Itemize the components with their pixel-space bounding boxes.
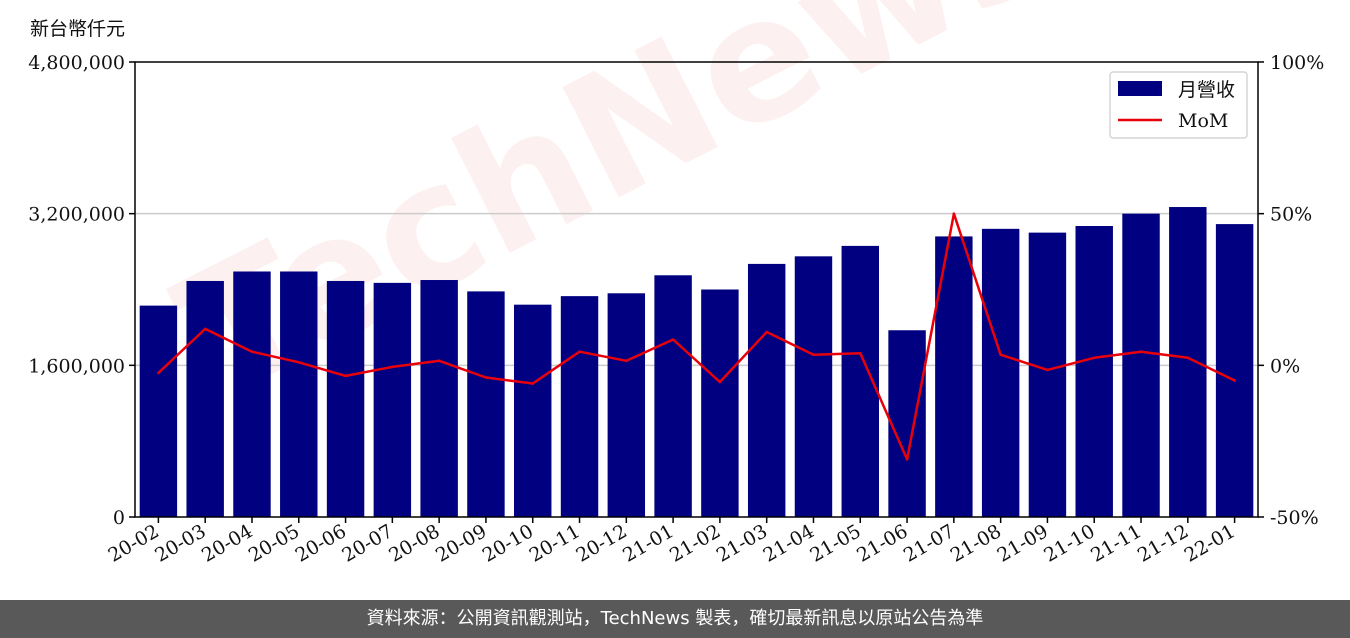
mom-point bbox=[905, 458, 909, 461]
mom-point bbox=[1139, 350, 1143, 353]
chart: 0 1,600,000 3,200,000 4,800,000 -50% 0% 50% 100… bbox=[28, 52, 1324, 567]
x-tick-label: 21-11 bbox=[1087, 520, 1145, 566]
bar bbox=[560, 296, 599, 517]
x-tick-label: 21-02 bbox=[666, 520, 724, 566]
x-tick-label: 20-07 bbox=[338, 520, 396, 566]
x-tick-label: 21-01 bbox=[619, 520, 677, 566]
x-tick-label: 21-03 bbox=[713, 520, 771, 566]
bar bbox=[701, 289, 739, 517]
mom-point bbox=[1046, 368, 1049, 372]
mom-point bbox=[344, 374, 347, 378]
mom-point bbox=[1092, 356, 1096, 360]
x-tick-label: 20-05 bbox=[245, 520, 303, 566]
mom-point bbox=[812, 353, 815, 357]
x-tick-label: 21-08 bbox=[947, 520, 1005, 566]
bar bbox=[373, 282, 412, 517]
bar bbox=[280, 271, 318, 517]
mom-point bbox=[297, 361, 301, 364]
y-right-tick-label: 50% bbox=[1270, 204, 1312, 226]
x-tick-label: 22-01 bbox=[1181, 520, 1239, 566]
legend-label-revenue: 月營收 bbox=[1178, 79, 1235, 101]
bar bbox=[514, 304, 552, 517]
y-left-tick-label: 3,200,000 bbox=[28, 204, 125, 226]
mom-point bbox=[391, 365, 394, 369]
legend-label-mom: MoM bbox=[1178, 110, 1228, 132]
mom-point bbox=[765, 330, 768, 334]
y-left-tick-label: 1,600,000 bbox=[28, 355, 125, 377]
x-tick-label: 21-12 bbox=[1134, 520, 1192, 566]
bar bbox=[794, 256, 833, 517]
y-axis-unit-label: 新台幣仟元 bbox=[30, 18, 126, 40]
x-tick-label: 20-12 bbox=[572, 520, 630, 566]
bar bbox=[1028, 232, 1067, 517]
mom-point bbox=[578, 350, 581, 353]
y-right-tick-label: 0% bbox=[1270, 355, 1300, 377]
y-right-tick-label: 100% bbox=[1270, 52, 1324, 74]
bar bbox=[1075, 225, 1113, 518]
mom-point bbox=[999, 353, 1002, 357]
x-tick-label: 20-11 bbox=[526, 520, 584, 566]
x-tick-label: 20-08 bbox=[385, 520, 443, 566]
mom-point bbox=[250, 350, 254, 353]
mom-point bbox=[531, 382, 535, 385]
x-tick-label: 21-07 bbox=[900, 520, 958, 566]
x-tick-label: 20-04 bbox=[198, 520, 256, 566]
mom-point bbox=[718, 380, 722, 384]
bar bbox=[981, 228, 1020, 518]
mom-point bbox=[1233, 379, 1236, 382]
mom-point bbox=[157, 371, 160, 375]
bar bbox=[654, 275, 692, 517]
bar bbox=[607, 293, 646, 517]
x-tick-label: 20-10 bbox=[479, 520, 537, 566]
plot-frame bbox=[134, 61, 1259, 518]
mom-point bbox=[671, 338, 675, 341]
mom-point bbox=[858, 351, 862, 355]
y-right-tick-label: -50% bbox=[1270, 507, 1319, 529]
source-footer: 資料來源：公開資訊觀測站，TechNews 製表，確切最新訊息以原站公告為準 bbox=[0, 600, 1350, 638]
mom-point bbox=[625, 359, 628, 363]
legend-bar-swatch bbox=[1118, 81, 1162, 96]
x-tick-label: 21-04 bbox=[760, 520, 818, 566]
x-tick-label: 20-06 bbox=[292, 520, 350, 566]
mom-point bbox=[484, 376, 488, 379]
bar bbox=[139, 305, 178, 517]
mom-point bbox=[1186, 356, 1190, 360]
bar bbox=[326, 280, 365, 517]
bar bbox=[233, 271, 271, 517]
y-left-tick-label: 0 bbox=[113, 507, 125, 529]
bar bbox=[888, 330, 926, 517]
bar bbox=[467, 291, 505, 517]
x-tick-label: 20-09 bbox=[432, 520, 490, 566]
x-tick-label: 20-03 bbox=[151, 520, 209, 566]
bar bbox=[186, 280, 224, 517]
mom-point bbox=[203, 327, 207, 331]
bar bbox=[747, 263, 786, 517]
x-tick-label: 21-05 bbox=[806, 520, 864, 566]
bar bbox=[420, 280, 458, 517]
mom-point bbox=[437, 359, 441, 363]
x-tick-label: 21-10 bbox=[1040, 520, 1098, 566]
y-left-tick-label: 4,800,000 bbox=[28, 52, 125, 74]
x-tick-label: 21-09 bbox=[993, 520, 1051, 566]
bar bbox=[1122, 213, 1160, 517]
x-tick-label: 21-06 bbox=[853, 520, 911, 566]
bar bbox=[1215, 224, 1254, 517]
mom-point bbox=[952, 212, 956, 215]
mom-line bbox=[157, 212, 1236, 461]
bar bbox=[1169, 207, 1207, 517]
